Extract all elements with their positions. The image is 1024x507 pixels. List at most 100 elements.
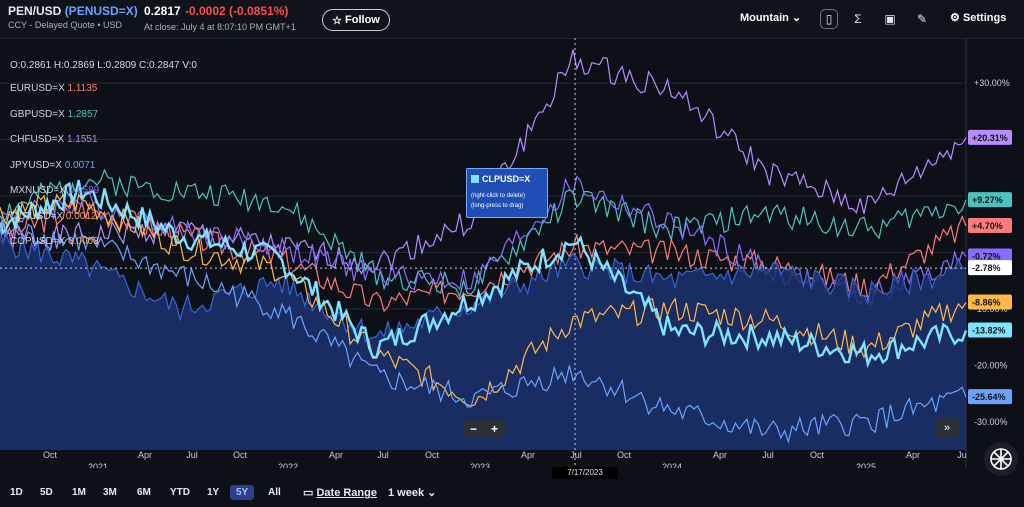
legend-item[interactable]: GBPUSD=X 1.2857 [10, 109, 98, 120]
legend-series-value: 1.1551 [66, 134, 98, 145]
y-tick-label: -30.00% [974, 417, 1008, 427]
settings-label: Settings [962, 12, 1007, 24]
legend-item[interactable]: MXNUSD=X 0.0589 [10, 185, 99, 196]
date-range-button[interactable]: ▭ Date Range [303, 486, 377, 499]
series-line-jpyusd[interactable] [0, 219, 967, 444]
series-line-penusd[interactable] [0, 231, 967, 343]
legend-item[interactable]: JPYUSD=X 0.0071 [10, 160, 95, 171]
x-tick-label: Ju [957, 450, 967, 460]
legend-series-name: CLPUSD=X [10, 210, 66, 222]
legend-item[interactable]: CHFUSD=X 1.1551 [10, 134, 98, 145]
x-tick-label: Apr [906, 450, 920, 460]
series-tooltip[interactable]: CLPUSD=X (right-click to delete) (long-p… [466, 168, 548, 218]
x-tick-label: 2022 [278, 462, 298, 468]
close-time: At close: July 4 at 8:07:10 PM GMT+1 [144, 22, 296, 32]
price: 0.2817 [144, 4, 181, 18]
x-tick-label: Jul [570, 450, 582, 460]
indicators-icon[interactable]: Σ [854, 12, 862, 26]
legend-series-value: 0.0071 [64, 159, 96, 171]
events-icon[interactable]: ▣ [884, 12, 896, 26]
tooltip-title: CLPUSD=X [471, 174, 530, 184]
svg-text:+20.31%: +20.31% [972, 133, 1008, 143]
top-bar: PEN/USD (PENUSD=X) CCY - Delayed Quote •… [0, 0, 1024, 39]
chart-type-dropdown[interactable]: Mountain ⌄ [740, 11, 801, 24]
series-value-tag: -13.82% [968, 322, 1012, 338]
candles-icon[interactable]: ▯ [820, 9, 838, 29]
legend-series-value: 0.0003 [68, 236, 99, 247]
interval-label: 1 week [388, 487, 425, 499]
tooltip-title-text: CLPUSD=X [482, 174, 531, 184]
follow-button[interactable]: ☆ Follow [322, 9, 390, 31]
chart-type-label: Mountain [740, 12, 789, 24]
x-tick-label: Oct [233, 450, 248, 460]
x-tick-label: Jul [762, 450, 774, 460]
x-tick-label: Oct [43, 450, 58, 460]
interval-dropdown[interactable]: 1 week ⌄ [388, 486, 436, 499]
range-5d[interactable]: 5D [40, 487, 53, 498]
svg-text:-0.72%: -0.72% [972, 252, 1001, 262]
star-icon: ☆ [332, 14, 343, 27]
legend-item[interactable]: COPUSD=X 0.0003 [10, 236, 99, 247]
tooltip-line-1: (right-click to delete) [471, 193, 526, 199]
range-5y[interactable]: 5Y [230, 485, 255, 500]
x-tick-label: 2025 [856, 462, 876, 468]
crosshair-date-label: 7/17/2023 [552, 467, 618, 479]
chevron-down-icon: ⌄ [791, 12, 802, 24]
x-tick-label: Oct [810, 450, 825, 460]
svg-text:+9.27%: +9.27% [972, 195, 1003, 205]
series-value-tag: +4.70% [968, 217, 1012, 233]
range-1y[interactable]: 1Y [207, 487, 220, 498]
price-change: -0.0002 (-0.0851%) [185, 4, 289, 18]
draw-icon[interactable]: ✎ [916, 12, 928, 26]
range-1d[interactable]: 1D [10, 487, 23, 498]
series-line-clpusd[interactable] [0, 179, 968, 369]
svg-text:-8.86%: -8.86% [972, 297, 1001, 307]
range-toolbar: 1D 5D 1M 3M 6M YTD 1Y 5Y All ▭ Date Rang… [0, 480, 1024, 507]
zoom-controls: − + [463, 420, 505, 438]
series-value-tag: +9.27% [968, 192, 1012, 208]
x-tick-label: Apr [329, 450, 343, 460]
date-range-label: Date Range [316, 487, 377, 499]
series-value-tag: -25.64% [968, 389, 1012, 405]
range-1m[interactable]: 1M [72, 487, 86, 498]
series-line-copusd[interactable] [0, 192, 967, 407]
legend-item[interactable]: EURUSD=X 1.1135 [10, 83, 97, 94]
zoom-out-button[interactable]: − [469, 422, 477, 436]
series-line-gbpusd[interactable] [0, 168, 967, 299]
scroll-to-latest-button[interactable]: » [935, 418, 959, 438]
comparison-chart[interactable]: +30.00%+20.00%+10.00%0.00%-10.00%-20.00%… [0, 38, 1024, 468]
x-tick-label: Apr [521, 450, 535, 460]
x-tick-label: Apr [713, 450, 727, 460]
x-tick-label: Apr [138, 450, 152, 460]
tooltip-line-2: (long-press to drag) [471, 203, 524, 209]
y-tick-label: -20.00% [974, 360, 1008, 370]
legend-series-name: MXNUSD=X [10, 185, 69, 196]
x-tick-label: Jul [186, 450, 198, 460]
chevron-down-icon: ⌄ [427, 487, 437, 499]
series-value-tag: -8.86% [968, 294, 1012, 310]
x-tick-label: 2024 [662, 462, 682, 468]
series-value-tag: -2.78% [968, 260, 1012, 276]
settings-button[interactable]: ⚙ Settings [950, 11, 1006, 24]
svg-text:-13.82%: -13.82% [972, 325, 1006, 335]
follow-label: Follow [345, 14, 380, 26]
svg-text:-2.78%: -2.78% [972, 263, 1001, 273]
legend-series-name: JPYUSD=X [10, 159, 65, 171]
series-value-tag: -0.72% [968, 248, 1012, 264]
range-3m[interactable]: 3M [103, 487, 117, 498]
tradingview-logo-icon [984, 442, 1018, 476]
ticker-symbol: (PENUSD=X) [64, 4, 138, 18]
y-tick-label: +30.00% [974, 78, 1010, 88]
range-6m[interactable]: 6M [137, 487, 151, 498]
legend-series-name: COPUSD=X [10, 236, 69, 247]
penusd-area [0, 231, 966, 450]
ohlc-readout: O:0.2861 H:0.2869 L:0.2809 C:0.2847 V:0 [10, 60, 197, 71]
legend-item[interactable]: CLPUSD=X 0.0012 [10, 211, 96, 222]
x-tick-label: Oct [425, 450, 440, 460]
zoom-in-button[interactable]: + [490, 422, 498, 436]
ticker-title: PEN/USD (PENUSD=X) [8, 4, 138, 18]
x-tick-label: 2023 [470, 462, 490, 468]
range-all[interactable]: All [268, 487, 281, 498]
series-color-swatch [471, 175, 479, 183]
range-ytd[interactable]: YTD [170, 487, 190, 498]
